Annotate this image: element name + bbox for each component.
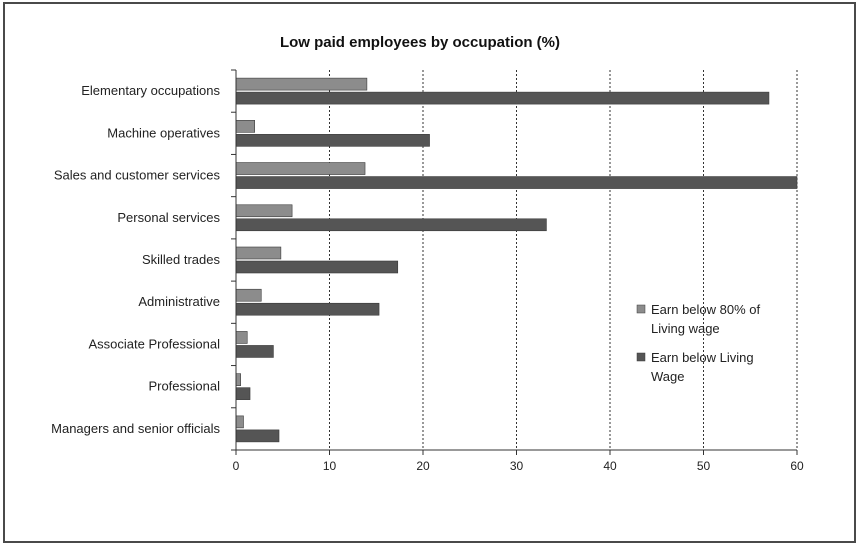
x-tick-label: 30: [510, 459, 524, 473]
grid-lines: [329, 70, 798, 450]
bar-below-living-wage: [235, 91, 770, 105]
bar-below-living-wage: [235, 302, 380, 316]
x-tick-label: 10: [323, 459, 337, 473]
x-tick-label: 50: [697, 459, 711, 473]
x-tick-label: 40: [603, 459, 617, 473]
axes: [231, 69, 798, 455]
bar-below-80pct: [235, 415, 244, 429]
bar-below-80pct: [235, 162, 366, 175]
category-label: Administrative: [138, 294, 220, 309]
x-tick-label: 0: [233, 459, 240, 473]
bar-below-living-wage: [235, 345, 274, 358]
bar-below-living-wage: [235, 429, 280, 443]
legend-label: Earn below Living: [651, 350, 754, 365]
category-label: Managers and senior officials: [51, 421, 220, 436]
category-label: Machine operatives: [107, 125, 220, 140]
legend-label: Living wage: [651, 321, 720, 336]
x-tick-label: 60: [790, 459, 804, 473]
legend-swatch: [636, 352, 646, 362]
bar-below-80pct: [235, 77, 368, 91]
category-label: Personal services: [117, 210, 220, 225]
bars: [235, 77, 798, 443]
legend-swatch: [636, 304, 646, 314]
legend: Earn below 80% of Living wage Earn below L…: [636, 302, 761, 384]
bar-below-80pct: [235, 288, 262, 302]
bar-below-80pct: [235, 331, 248, 344]
category-label: Associate Professional: [88, 336, 220, 351]
legend-label: Wage: [651, 369, 684, 384]
category-labels: Elementary occupations Machine operatives…: [51, 83, 220, 436]
bar-below-living-wage: [235, 134, 430, 147]
bar-below-living-wage: [235, 176, 798, 189]
bar-below-80pct: [235, 246, 282, 260]
bar-below-living-wage: [235, 260, 399, 274]
category-label: Professional: [148, 379, 220, 394]
category-label: Skilled trades: [142, 252, 221, 267]
bar-below-80pct: [235, 204, 293, 218]
chart-title: Low paid employees by occupation (%): [280, 34, 560, 51]
bar-below-80pct: [235, 120, 256, 133]
x-tick-labels: 0 10 20 30 40 50 60: [233, 459, 804, 473]
category-label: Elementary occupations: [81, 83, 220, 98]
bar-below-living-wage: [235, 218, 547, 232]
category-label: Sales and customer services: [54, 168, 221, 183]
bar-below-living-wage: [235, 387, 251, 400]
legend-label: Earn below 80% of: [651, 302, 761, 317]
bar-below-80pct: [235, 373, 241, 386]
x-tick-label: 20: [416, 459, 430, 473]
